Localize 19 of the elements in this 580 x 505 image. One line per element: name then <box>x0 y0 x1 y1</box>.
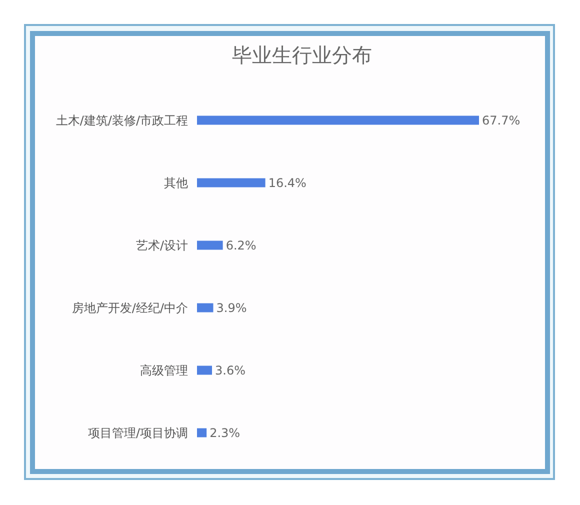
data-label: 16.4% <box>268 176 306 190</box>
data-label: 6.2% <box>226 238 256 252</box>
bar <box>197 240 223 250</box>
data-label: 3.9% <box>216 300 247 315</box>
bar <box>197 178 266 188</box>
y-tick-label: 高级管理 <box>140 363 188 378</box>
bar <box>197 303 214 312</box>
bar <box>197 428 207 438</box>
y-tick-label: 土木/建筑/装修/市政工程 <box>56 113 188 128</box>
y-tick-label: 项目管理/项目协调 <box>88 426 188 440</box>
y-tick-label: 艺术/设计 <box>136 238 188 252</box>
bar <box>197 116 479 125</box>
bar <box>197 366 212 375</box>
y-tick-label: 其他 <box>164 176 188 190</box>
y-tick-label: 房地产开发/经纪/中介 <box>72 300 188 315</box>
chart-title: 毕业生行业分布 <box>232 43 372 67</box>
data-label: 2.3% <box>210 426 240 440</box>
data-label: 67.7% <box>482 113 520 128</box>
data-label: 3.6% <box>214 363 246 378</box>
